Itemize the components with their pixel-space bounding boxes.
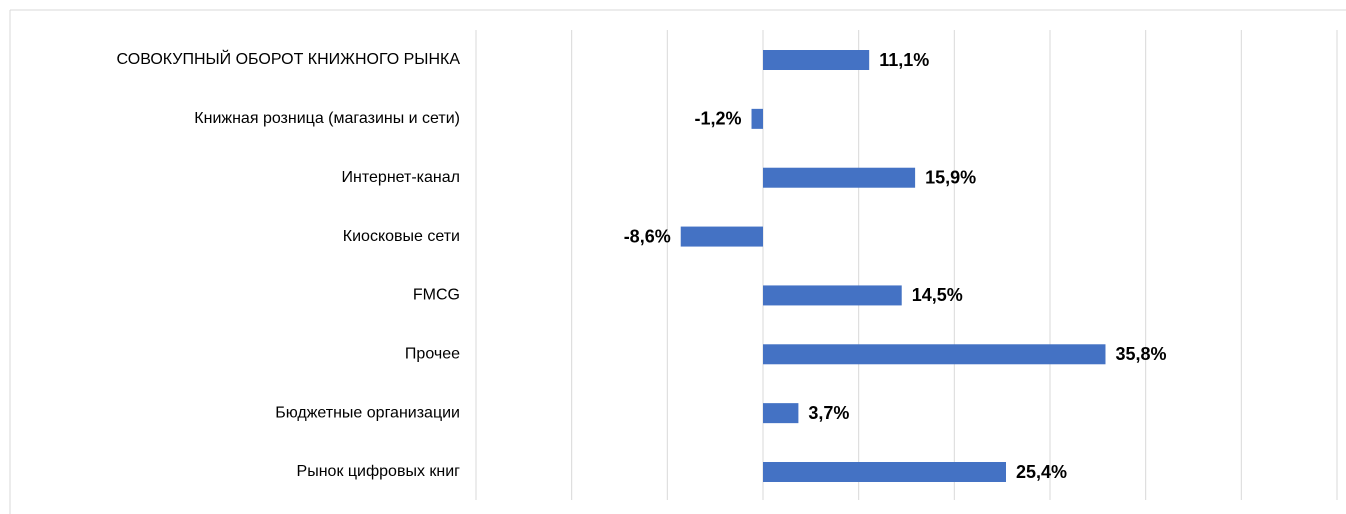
data-label: 3,7% bbox=[808, 403, 849, 423]
bar bbox=[680, 226, 763, 247]
data-label: -1,2% bbox=[694, 109, 741, 129]
category-label: Книжная розница (магазины и сети) bbox=[194, 110, 460, 127]
category-label: СОВОКУПНЫЙ ОБОРОТ КНИЖНОГО РЫНКА bbox=[117, 49, 461, 68]
category-label: Интернет-канал bbox=[342, 169, 460, 186]
data-label: 14,5% bbox=[912, 285, 963, 305]
category-label: Бюджетные организации bbox=[275, 404, 460, 421]
bar bbox=[763, 50, 870, 70]
bar bbox=[763, 462, 1006, 482]
data-label: -8,6% bbox=[624, 226, 671, 246]
bar bbox=[763, 344, 1106, 365]
bar bbox=[751, 108, 763, 129]
bar bbox=[763, 403, 799, 424]
category-label: FMCG bbox=[413, 287, 460, 304]
category-label: Киосковые сети bbox=[343, 228, 460, 245]
category-label: Рынок цифровых книг bbox=[297, 463, 461, 480]
data-label: 35,8% bbox=[1115, 344, 1166, 364]
category-label: Прочее bbox=[405, 346, 460, 363]
bar bbox=[763, 167, 916, 188]
bar bbox=[763, 285, 902, 306]
data-label: 15,9% bbox=[925, 167, 976, 187]
data-label: 11,1% bbox=[879, 50, 929, 70]
data-label: 25,4% bbox=[1016, 462, 1067, 482]
